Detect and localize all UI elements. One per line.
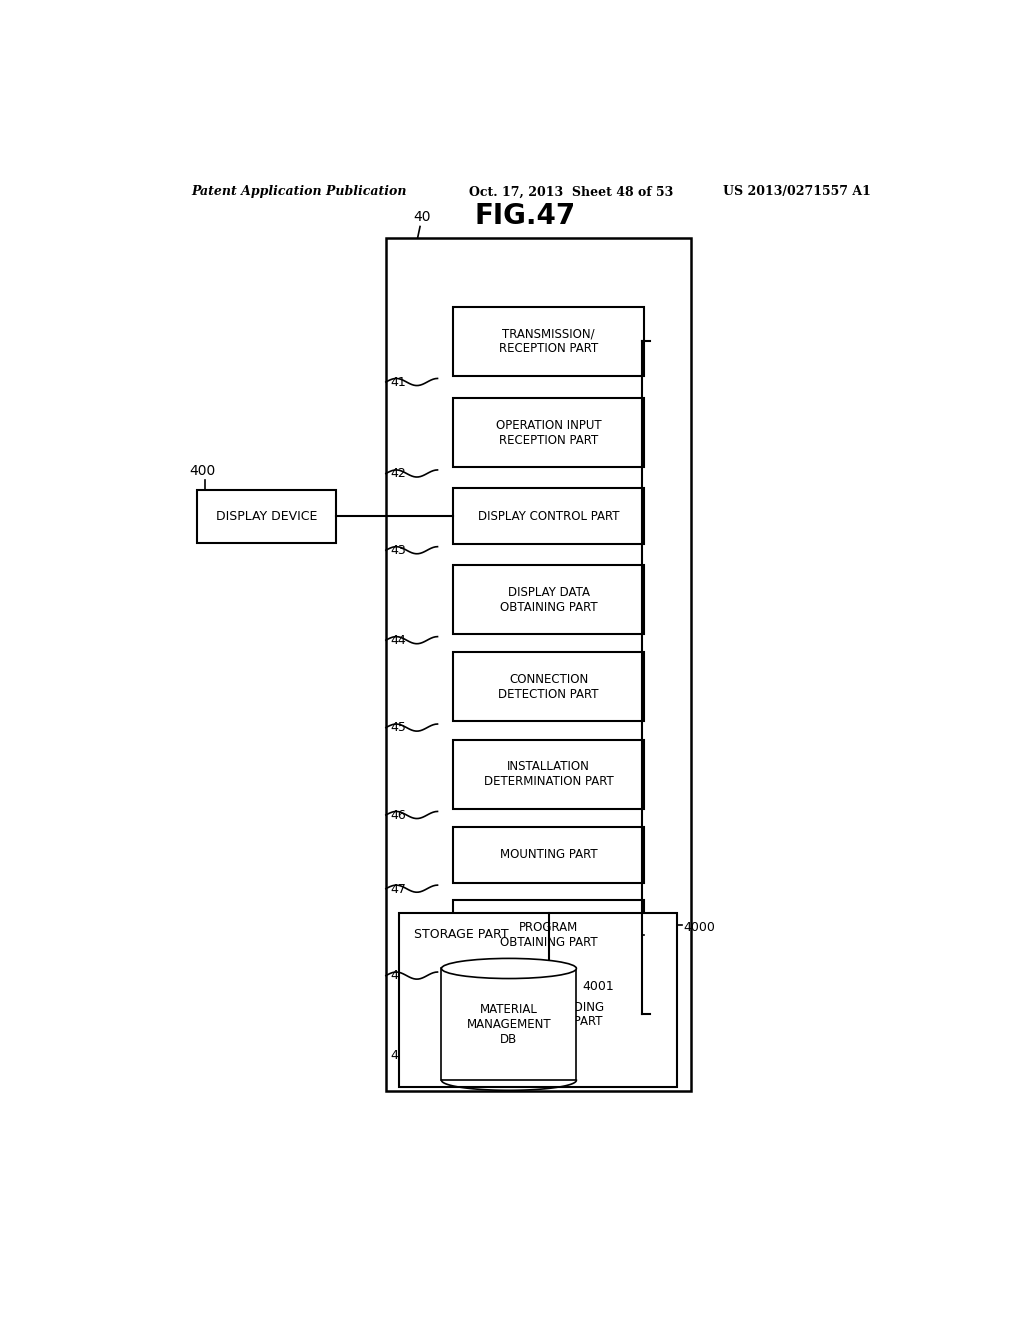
Text: 400: 400 <box>189 463 216 478</box>
FancyBboxPatch shape <box>441 969 577 1080</box>
Text: MOUNTING PART: MOUNTING PART <box>500 849 597 861</box>
Text: 49: 49 <box>390 1049 406 1061</box>
FancyBboxPatch shape <box>454 826 644 883</box>
Text: DISPLAY CONTROL PART: DISPLAY CONTROL PART <box>478 510 620 523</box>
FancyBboxPatch shape <box>454 652 644 722</box>
FancyBboxPatch shape <box>454 399 644 467</box>
Text: 44: 44 <box>390 634 406 647</box>
Text: 42: 42 <box>390 467 406 480</box>
Text: CONNECTION
DETECTION PART: CONNECTION DETECTION PART <box>499 673 599 701</box>
Text: 47: 47 <box>390 883 406 895</box>
FancyBboxPatch shape <box>454 979 644 1049</box>
FancyBboxPatch shape <box>454 739 644 809</box>
Text: DISPLAY DEVICE: DISPLAY DEVICE <box>216 510 317 523</box>
Text: TRANSMISSION/
RECEPTION PART: TRANSMISSION/ RECEPTION PART <box>499 327 598 355</box>
Text: 4000: 4000 <box>684 921 716 935</box>
FancyBboxPatch shape <box>454 488 644 544</box>
Text: 48: 48 <box>390 969 406 982</box>
Text: PROGRAM
OBTAINING PART: PROGRAM OBTAINING PART <box>500 921 597 949</box>
Text: 45: 45 <box>390 722 406 734</box>
Text: MATERIAL
MANAGEMENT
DB: MATERIAL MANAGEMENT DB <box>467 1003 551 1045</box>
Text: US 2013/0271557 A1: US 2013/0271557 A1 <box>723 185 871 198</box>
Text: Oct. 17, 2013  Sheet 48 of 53: Oct. 17, 2013 Sheet 48 of 53 <box>469 185 674 198</box>
Text: 4001: 4001 <box>583 981 614 993</box>
Text: 41: 41 <box>390 376 406 389</box>
Text: STORING/READING
PROCESSING PART: STORING/READING PROCESSING PART <box>493 1001 604 1028</box>
Ellipse shape <box>441 958 577 978</box>
Text: DISPLAY DATA
OBTAINING PART: DISPLAY DATA OBTAINING PART <box>500 586 597 614</box>
Text: FIG.47: FIG.47 <box>474 202 575 230</box>
Text: INSTALLATION
DETERMINATION PART: INSTALLATION DETERMINATION PART <box>483 760 613 788</box>
Text: OPERATION INPUT
RECEPTION PART: OPERATION INPUT RECEPTION PART <box>496 418 601 447</box>
FancyBboxPatch shape <box>399 912 677 1088</box>
FancyBboxPatch shape <box>386 238 691 1092</box>
Text: 46: 46 <box>390 809 406 822</box>
FancyBboxPatch shape <box>454 306 644 376</box>
FancyBboxPatch shape <box>454 565 644 634</box>
Text: 40: 40 <box>414 210 431 224</box>
Text: STORAGE PART: STORAGE PART <box>414 928 508 941</box>
FancyBboxPatch shape <box>198 490 336 543</box>
Text: 43: 43 <box>390 544 406 557</box>
FancyBboxPatch shape <box>454 900 644 969</box>
Text: Patent Application Publication: Patent Application Publication <box>191 185 407 198</box>
